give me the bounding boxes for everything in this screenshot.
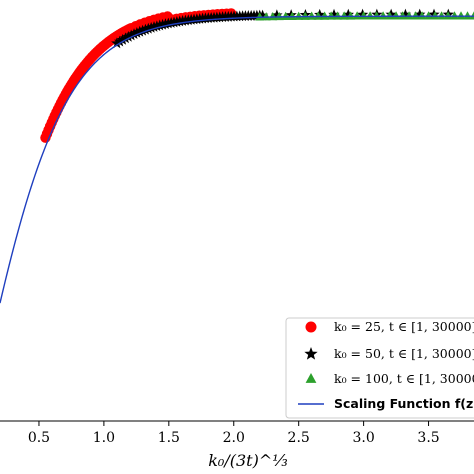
point-k0-50 — [114, 35, 126, 47]
point-k0-100 — [469, 11, 474, 20]
point-k0-100 — [346, 11, 356, 20]
point-k0-50 — [131, 26, 143, 38]
legend-marker — [305, 373, 317, 383]
point-k0-100 — [391, 11, 401, 20]
point-k0-100 — [463, 11, 473, 20]
x-axis-label: k₀/(3t)^⅓ — [208, 451, 288, 470]
legend: k₀ = 25, t ∈ [1, 30000] k₀ = 50, t ∈ [1, … — [285, 317, 474, 419]
point-k0-100 — [365, 11, 375, 20]
point-k0-100 — [320, 11, 330, 20]
point-k0-100 — [300, 11, 310, 20]
point-k0-50 — [271, 9, 283, 21]
point-k0-50 — [342, 8, 354, 20]
legend-label: k₀ = 100, t ∈ [1, 30000] — [334, 371, 474, 386]
point-k0-50 — [134, 25, 146, 37]
point-k0-100 — [352, 11, 362, 20]
series-k0-100 — [255, 11, 474, 21]
point-k0-100 — [385, 11, 395, 20]
point-k0-100 — [404, 11, 414, 20]
plot-area — [0, 8, 474, 304]
point-k0-100 — [307, 11, 317, 20]
scaling-function-line — [0, 15, 474, 304]
point-k0-100 — [398, 11, 408, 20]
point-k0-50 — [128, 28, 140, 40]
point-k0-100 — [339, 11, 349, 20]
point-k0-100 — [359, 11, 369, 20]
series-k0-25 — [40, 8, 237, 143]
point-k0-100 — [313, 11, 323, 20]
point-k0-100 — [274, 11, 284, 21]
point-k0-50 — [314, 8, 326, 20]
point-k0-100 — [268, 12, 278, 21]
point-k0-100 — [333, 11, 343, 20]
point-k0-50 — [122, 30, 135, 42]
point-k0-50 — [119, 32, 132, 44]
point-k0-50 — [328, 8, 340, 20]
x-tick-label: 1.5 — [158, 430, 180, 446]
point-k0-100 — [372, 11, 382, 20]
legend-marker — [304, 347, 318, 360]
point-k0-100 — [437, 11, 447, 20]
x-tick-label: 2.5 — [288, 430, 310, 446]
legend-box — [285, 317, 474, 419]
point-k0-50 — [111, 37, 123, 49]
point-k0-100 — [411, 11, 421, 20]
point-k0-100 — [261, 12, 271, 21]
point-k0-100 — [287, 11, 297, 20]
x-tick-label: 2.0 — [223, 430, 245, 446]
legend-label: Scaling Function f(z — [334, 396, 473, 411]
x-tick-label: 3.5 — [417, 430, 439, 446]
point-k0-100 — [378, 11, 388, 20]
x-axis-ticks: 0.5 1.0 1.5 2.0 2.5 3.0 3.5 — [28, 421, 440, 446]
point-k0-100 — [281, 11, 291, 21]
point-k0-100 — [450, 11, 460, 20]
point-k0-100 — [424, 11, 434, 20]
x-tick-label: 0.5 — [28, 430, 50, 446]
point-k0-100 — [443, 11, 453, 20]
x-tick-label: 3.0 — [352, 430, 374, 446]
point-k0-50 — [399, 8, 412, 20]
point-k0-50 — [385, 8, 397, 20]
point-k0-50 — [414, 8, 426, 20]
point-k0-50 — [125, 29, 137, 41]
point-k0-100 — [255, 12, 265, 21]
legend-label: k₀ = 50, t ∈ [1, 30000] — [334, 346, 474, 361]
point-k0-100 — [326, 11, 336, 20]
legend-label: k₀ = 25, t ∈ [1, 30000] — [334, 319, 474, 334]
point-k0-50 — [116, 33, 129, 45]
point-k0-100 — [456, 11, 466, 20]
point-k0-100 — [294, 11, 304, 20]
point-k0-100 — [417, 11, 427, 20]
point-k0-50 — [136, 24, 149, 36]
legend-marker — [305, 321, 317, 333]
point-k0-100 — [430, 11, 440, 20]
point-k0-50 — [256, 9, 269, 21]
x-tick-label: 1.0 — [93, 430, 115, 446]
